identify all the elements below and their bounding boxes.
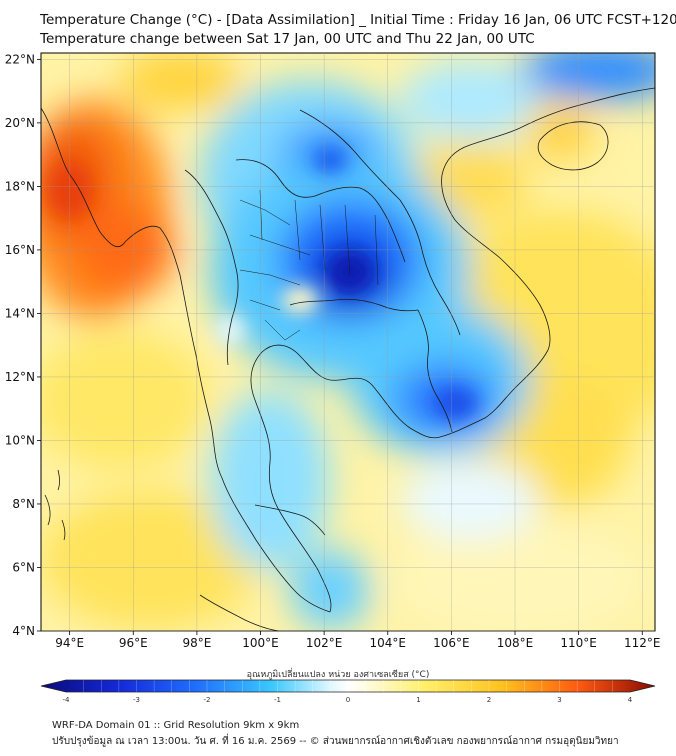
lon-label: 100°E — [242, 636, 279, 650]
coastline-gulf-thailand — [250, 344, 441, 613]
lat-label: 18°N — [5, 179, 35, 193]
lat-label: 20°N — [5, 116, 35, 130]
lat-label: 6°N — [12, 560, 35, 574]
lon-label: 102°E — [306, 636, 343, 650]
lon-label: 94°E — [55, 636, 84, 650]
lon-label: 112°E — [624, 636, 661, 650]
island-andaman — [44, 469, 66, 541]
colorbar-title: อุณหภูมิเปลี่ยนแปลง หน่วย องศาเซลเซียส (… — [246, 670, 430, 680]
coastline-mainland-west — [41, 107, 331, 613]
lon-label: 104°E — [370, 636, 407, 650]
border-thailand-cambodia — [289, 298, 419, 312]
colorbar-tick-label: 1 — [416, 696, 420, 704]
border-myanmar-thailand — [184, 169, 239, 366]
lon-label: 108°E — [497, 636, 534, 650]
colorbar-tick-label: 4 — [628, 696, 633, 704]
lat-label: 14°N — [5, 306, 35, 320]
colorbar-tick-label: 3 — [557, 696, 561, 704]
lat-label: 8°N — [12, 497, 35, 511]
border-laos-vietnam — [299, 109, 461, 336]
colorbar-tick-label: -1 — [274, 696, 281, 704]
colorbar-ticks: -4 -3 -2 -1 0 1 2 3 4 — [63, 680, 633, 704]
lon-label: 96°E — [119, 636, 148, 650]
longitude-labels: 94°E 96°E 98°E 100°E 102°E 104°E 106°E 108°E 110… — [55, 636, 660, 650]
coastline-hainan — [537, 121, 609, 171]
lon-label: 98°E — [182, 636, 211, 650]
chart-title: Temperature Change (°C) - [Data Assimila… — [40, 12, 676, 28]
lat-label: 10°N — [5, 433, 35, 447]
temperature-field — [41, 53, 655, 631]
colorbar: -4 -3 -2 -1 0 1 2 3 4 — [40, 679, 656, 704]
colorbar-tick-label: -2 — [204, 696, 211, 704]
border-thailand-laos — [235, 159, 406, 263]
footer-model-info: WRF-DA Domain 01 :: Grid Resolution 9km … — [52, 720, 300, 731]
colorbar-tick-label: -3 — [133, 696, 140, 704]
colorbar-tick-label: -4 — [63, 696, 71, 704]
colorbar-tick-label: 0 — [346, 696, 350, 704]
lat-label: 12°N — [5, 370, 35, 384]
border-malaysia — [254, 504, 326, 536]
graticule — [37, 53, 655, 635]
lon-label: 110°E — [560, 636, 597, 650]
coastlines — [41, 87, 655, 631]
colorbar-tick-label: 2 — [487, 696, 491, 704]
coastline-vietnam — [439, 87, 655, 438]
latitude-labels: 22°N 20°N 18°N 16°N 14°N 12°N 10°N 8°N 6°N 4°N — [5, 52, 35, 638]
lat-label: 4°N — [12, 624, 35, 638]
footer-update-info: ปรับปรุงข้อมูล ณ เวลา 13:00น. วัน ศ. ที่… — [52, 736, 619, 747]
chart-subtitle: Temperature change between Sat 17 Jan, 0… — [40, 31, 535, 47]
coastline-sumatra — [199, 594, 281, 631]
lat-label: 16°N — [5, 243, 35, 257]
border-cambodia-vietnam — [417, 309, 453, 433]
lat-label: 22°N — [5, 52, 35, 66]
lon-label: 106°E — [433, 636, 470, 650]
